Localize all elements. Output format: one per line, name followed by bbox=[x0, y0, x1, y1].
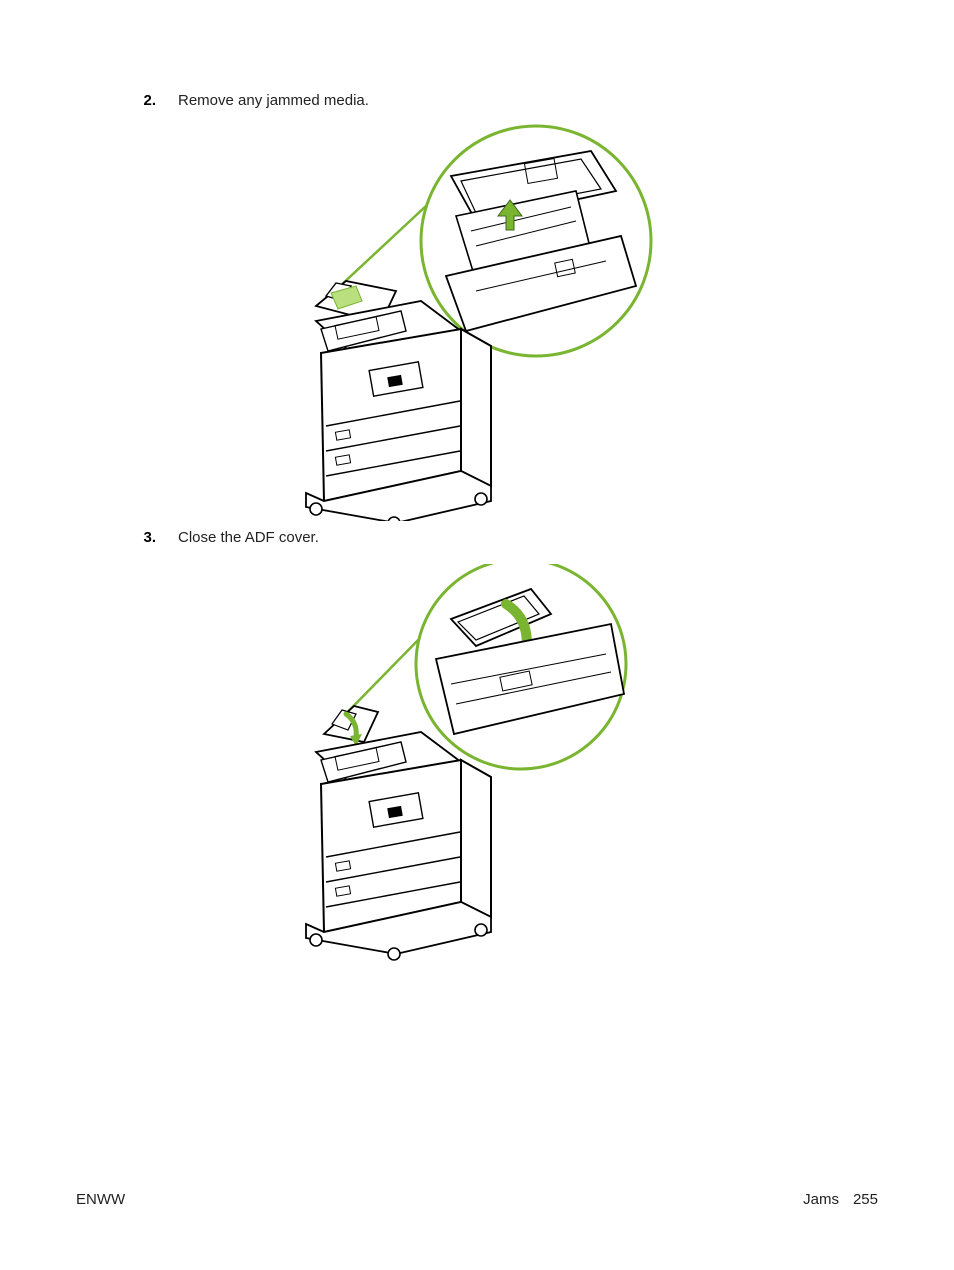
step-text: Remove any jammed media. bbox=[178, 92, 369, 109]
step-text: Close the ADF cover. bbox=[178, 529, 319, 546]
figure-close-cover bbox=[276, 564, 878, 964]
footer-left: ENWW bbox=[76, 1191, 125, 1208]
step-number: 2. bbox=[138, 92, 178, 109]
step-2: 2. Remove any jammed media. bbox=[76, 92, 878, 109]
manual-page: 2. Remove any jammed media. bbox=[0, 0, 954, 1270]
footer-right: Jams 255 bbox=[803, 1191, 878, 1208]
footer-page-number: 255 bbox=[853, 1191, 878, 1208]
figure-remove-media bbox=[276, 121, 878, 521]
printer-illustration-icon bbox=[276, 564, 636, 964]
page-footer: ENWW Jams 255 bbox=[76, 1191, 878, 1208]
printer-illustration-icon bbox=[276, 121, 656, 521]
step-number: 3. bbox=[138, 529, 178, 546]
footer-section: Jams bbox=[803, 1191, 839, 1208]
step-3: 3. Close the ADF cover. bbox=[76, 529, 878, 546]
